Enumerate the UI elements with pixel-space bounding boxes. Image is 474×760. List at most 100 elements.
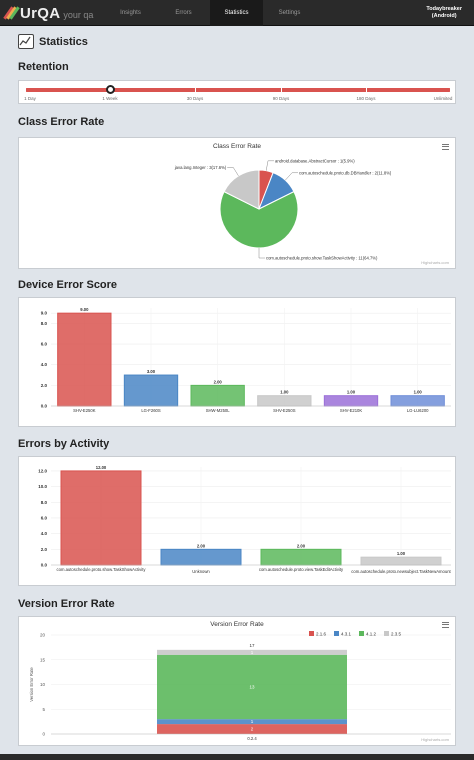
bar-value-label: 12.00 xyxy=(96,465,107,470)
retention-tick-label[interactable]: 180 Days xyxy=(356,96,376,101)
y-tick-label: 2.0 xyxy=(41,383,48,388)
nav-settings[interactable]: Settings xyxy=(278,10,301,16)
stacked-segment xyxy=(157,649,347,655)
main-nav: Insights Errors Statistics Settings xyxy=(104,0,316,26)
retention-tick xyxy=(25,87,26,93)
device-error-score-panel: 0.0 2.0 4.0 6.0 8.0 9.0 9.00 SHV-E250K 3.00 LG-F2… xyxy=(18,297,456,427)
chart-menu-icon[interactable] xyxy=(442,144,449,150)
user-menu[interactable]: Todaybreaker (Android) xyxy=(426,6,462,20)
legend-swatch xyxy=(384,631,389,636)
pie-chart-title: Class Error Rate xyxy=(212,143,262,150)
user-name: Todaybreaker xyxy=(426,6,462,12)
activity-bar-chart: 0.0 2.0 4.0 6.0 8.0 10.0 12.0 12.00 com.autosche… xyxy=(38,465,451,574)
chart-credits[interactable]: Highcharts.com xyxy=(421,260,449,265)
bar xyxy=(257,395,312,407)
y-tick-label: 2.0 xyxy=(41,547,48,552)
errors-by-activity-panel: 0.0 2.0 4.0 6.0 8.0 10.0 12.0 12.00 com.autosche… xyxy=(18,456,456,586)
x-tick-label: Unknown xyxy=(192,569,210,574)
segment-value-label: 13 xyxy=(249,684,255,689)
version-stacked-chart: 0 5 10 15 20 Version Error Rate 2.1.6 4.3.1 4.1.… xyxy=(29,631,451,741)
x-tick-label: LG-F260S xyxy=(141,408,161,413)
page-header: Statistics xyxy=(18,34,88,49)
legend-label: 4.3.1 xyxy=(341,632,352,637)
legend-label: 2.1.6 xyxy=(316,632,327,637)
pie-slice-label: com.autoschedule.proto.show.TaskShowActi… xyxy=(266,256,378,261)
y-tick-label: 12.0 xyxy=(38,468,47,473)
version-error-rate-title: Version Error Rate xyxy=(18,598,115,610)
x-tick-label: SHW-M250L xyxy=(206,408,231,413)
y-tick-label: 9.0 xyxy=(41,311,48,316)
bar-value-label: 1.00 xyxy=(347,390,356,395)
chart-credits[interactable]: Highcharts.com xyxy=(421,737,449,742)
logo[interactable]: UrQA your qa xyxy=(3,3,94,23)
class-error-rate-panel: Class Error Rate android.database.Abstra… xyxy=(18,137,456,269)
y-tick-label: 15 xyxy=(40,657,46,662)
x-tick-label: com.autoschedule.proto.view.TaskEditActi… xyxy=(259,567,344,572)
retention-tick-label[interactable]: 1 Week xyxy=(102,96,118,101)
retention-tick xyxy=(281,87,282,93)
bar-value-label: 2.00 xyxy=(214,379,223,384)
retention-tick-label[interactable]: 30 Days xyxy=(186,96,204,101)
segment-value-label: 2 xyxy=(251,727,254,732)
bar-value-label: 1.00 xyxy=(397,551,406,556)
y-tick-label: 6.0 xyxy=(41,515,48,520)
pie-slice-label: java.lang.Integer : 3(17.6%) xyxy=(174,165,227,170)
y-tick-label: 5 xyxy=(42,707,45,712)
legend-label: 4.1.2 xyxy=(366,632,377,637)
retention-slider-handle[interactable] xyxy=(106,85,115,94)
x-tick-label: SHV-E250S xyxy=(273,408,296,413)
y-tick-label: 8.0 xyxy=(41,321,48,326)
y-tick-label: 4.0 xyxy=(41,531,48,536)
logo-pencil-icon xyxy=(3,5,20,21)
retention-tick-label[interactable]: 1 Day xyxy=(24,96,36,101)
legend-swatch xyxy=(334,631,339,636)
retention-tick-label[interactable]: 90 Days xyxy=(272,96,290,101)
retention-track[interactable] xyxy=(25,88,451,92)
logo-text: UrQA xyxy=(20,4,61,22)
y-tick-label: 4.0 xyxy=(41,362,48,367)
stack-total-label: 17 xyxy=(249,643,255,648)
errors-by-activity-title: Errors by Activity xyxy=(18,438,110,450)
device-error-score-title: Device Error Score xyxy=(18,279,118,291)
x-tick-label: SHV-E210K xyxy=(340,408,363,413)
nav-statistics[interactable]: Statistics xyxy=(210,0,263,26)
bar xyxy=(60,470,142,566)
top-bar: UrQA your qa Insights Errors Statistics … xyxy=(0,0,474,26)
version-chart-title: Version Error Rate xyxy=(210,621,264,628)
pie-connector xyxy=(285,172,299,181)
pie-connector xyxy=(227,167,239,176)
chart-menu-icon[interactable] xyxy=(442,622,449,628)
device-bar-chart: 0.0 2.0 4.0 6.0 8.0 9.0 9.00 SHV-E250K 3.00 LG-F2… xyxy=(41,307,451,413)
segment-value-label: 1 xyxy=(251,650,254,655)
retention-tick-label[interactable]: Unlimited xyxy=(433,96,453,101)
x-tick-label: SHV-E250K xyxy=(73,408,96,413)
x-tick-label: 0.2.4 xyxy=(247,736,257,741)
y-tick-label: 8.0 xyxy=(41,500,48,505)
user-platform: (Android) xyxy=(431,13,457,19)
footer xyxy=(0,754,474,760)
retention-slider[interactable]: 1 Day 1 Week 30 Days 90 Days 180 Days Un… xyxy=(18,80,456,104)
version-error-rate-panel: Version Error Rate 0 5 10 15 20 Version Error… xyxy=(18,616,456,746)
retention-title: Retention xyxy=(18,61,69,73)
retention-tick xyxy=(450,87,451,93)
bar xyxy=(323,395,379,407)
bar-value-label: 1.00 xyxy=(414,390,423,395)
x-tick-label: LG-LU6200 xyxy=(407,408,429,413)
segment-value-label: 1 xyxy=(251,719,254,724)
nav-insights[interactable]: Insights xyxy=(120,10,141,16)
nav-errors[interactable]: Errors xyxy=(175,10,192,16)
y-tick-label: 6.0 xyxy=(41,342,48,347)
pie-connector xyxy=(258,248,265,259)
x-tick-label: com.autoschedule.proto.show.TaskShowActi… xyxy=(57,567,147,572)
stacked-segment xyxy=(157,654,347,720)
bar xyxy=(260,548,342,566)
logo-tagline: your qa xyxy=(63,10,94,20)
bar xyxy=(160,548,242,566)
legend-swatch xyxy=(309,631,314,636)
stacked-segment xyxy=(157,724,347,734)
bar xyxy=(190,384,245,407)
pie-slice xyxy=(223,169,260,210)
legend-label: 2.3.5 xyxy=(391,632,402,637)
y-tick-label: 10 xyxy=(40,682,46,687)
pie-connector xyxy=(265,160,275,171)
